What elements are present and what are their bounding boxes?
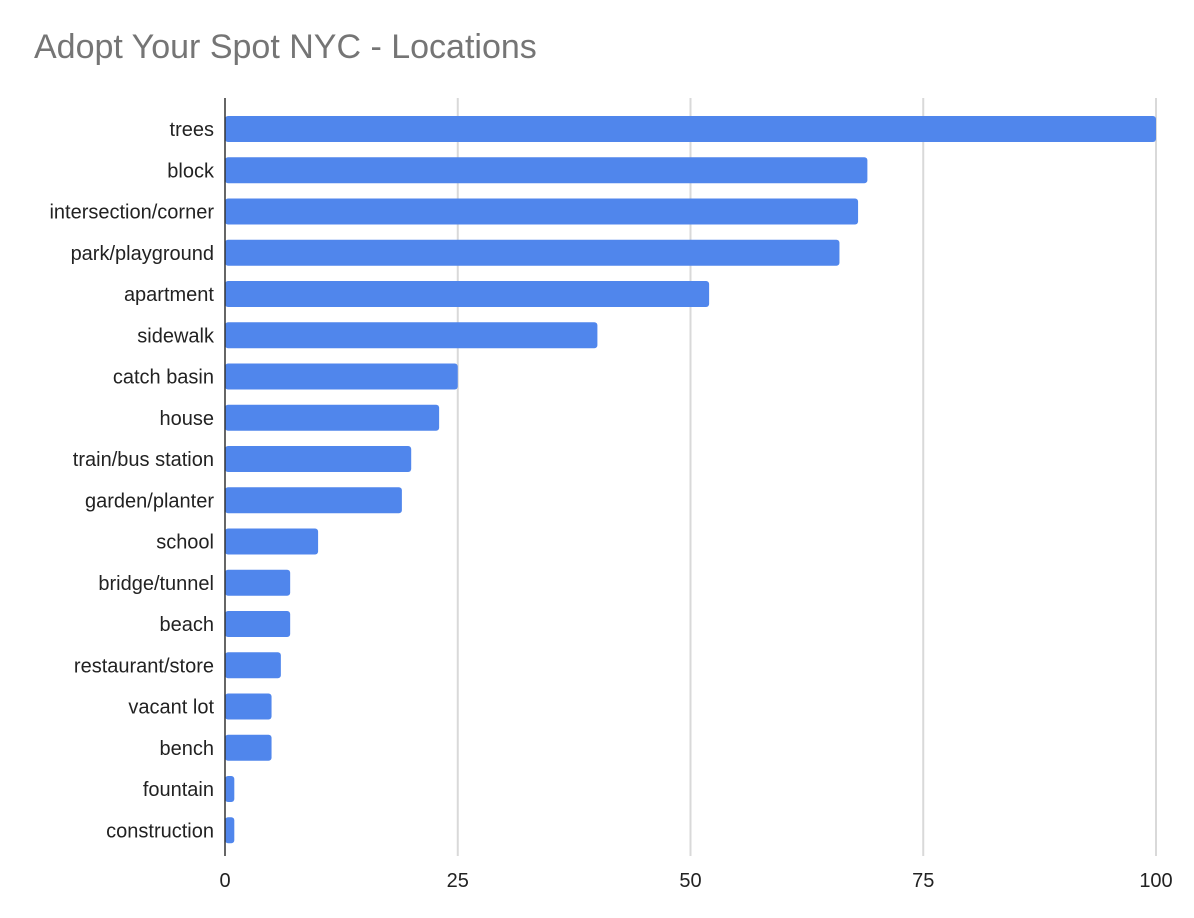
category-label-school: school <box>156 532 214 554</box>
category-label-catch-basin: catch basin <box>113 367 214 389</box>
category-label-bridge-tunnel: bridge/tunnel <box>98 573 214 595</box>
x-tick-label-50: 50 <box>679 870 701 892</box>
category-label-house: house <box>160 408 215 430</box>
x-tick-label-25: 25 <box>447 870 469 892</box>
bar-beach <box>225 611 291 637</box>
category-label-garden-planter: garden/planter <box>85 490 214 512</box>
bar-park-playground <box>225 239 840 266</box>
x-tick-label-75: 75 <box>912 870 934 892</box>
x-tick-label-0: 0 <box>219 870 230 892</box>
category-label-intersection-corner: intersection/corner <box>49 202 214 224</box>
bar-house <box>225 404 440 431</box>
category-label-block: block <box>167 160 215 182</box>
bar-school <box>225 528 319 555</box>
bar-construction <box>225 817 235 844</box>
chart-title: Adopt Your Spot NYC - Locations <box>34 28 537 66</box>
bar-restaurant-store <box>225 652 281 679</box>
category-label-train-bus-station: train/bus station <box>73 449 214 471</box>
category-label-vacant-lot: vacant lot <box>128 697 214 719</box>
category-label-trees: trees <box>170 119 214 141</box>
bar-apartment <box>225 281 710 307</box>
bar-bench <box>225 734 272 761</box>
x-tick-label-100: 100 <box>1139 870 1172 892</box>
category-label-park-playground: park/playground <box>71 243 214 265</box>
bar-train-bus-station <box>225 446 412 472</box>
bar-trees <box>225 116 1156 142</box>
bar-bridge-tunnel <box>225 569 291 596</box>
category-label-apartment: apartment <box>124 284 214 306</box>
category-label-bench: bench <box>160 738 215 760</box>
category-label-fountain: fountain <box>143 779 214 801</box>
bar-fountain <box>225 776 235 802</box>
bar-block <box>225 157 868 184</box>
category-label-construction: construction <box>106 820 214 842</box>
category-label-beach: beach <box>160 614 215 636</box>
bar-garden-planter <box>225 487 402 514</box>
bar-intersection-corner <box>225 198 859 225</box>
bar-vacant-lot <box>225 693 272 720</box>
bar-catch-basin <box>225 363 458 390</box>
category-label-restaurant-store: restaurant/store <box>74 655 214 677</box>
bar-sidewalk <box>225 322 598 349</box>
category-label-sidewalk: sidewalk <box>137 325 215 347</box>
